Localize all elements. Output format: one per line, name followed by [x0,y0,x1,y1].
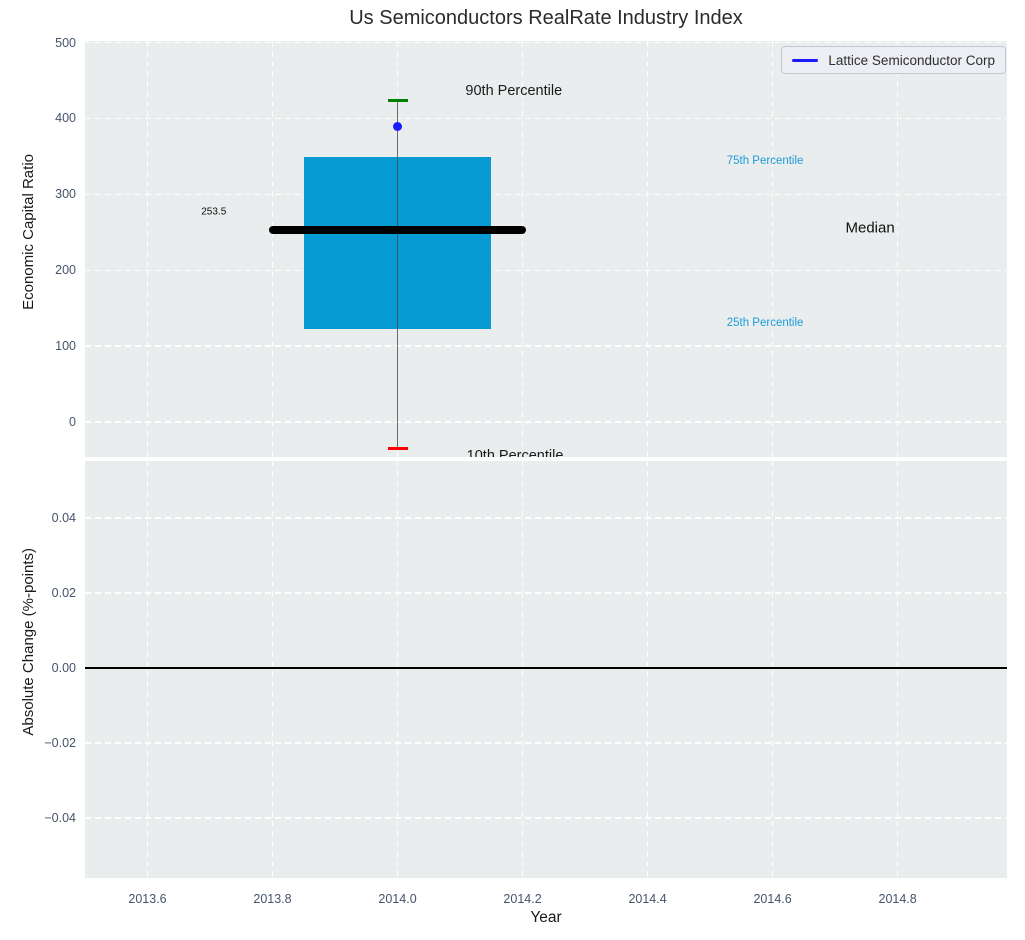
y-tick-label: 0 [69,415,76,430]
gridline-horizontal [85,345,1007,347]
gridline-vertical [646,461,649,878]
zero-line [85,667,1007,669]
gridline-horizontal [85,421,1007,423]
gridline-horizontal [85,517,1007,519]
x-tick-label: 2014.2 [503,892,542,906]
y-tick-label: 400 [55,111,76,126]
gridline-vertical [771,461,774,878]
gridline-vertical [146,41,149,457]
axes-economic-capital-ratio: Lattice Semiconductor Corp 90th Percenti… [85,41,1007,457]
y-tick-label: 0.04 [51,511,76,525]
y-tick-label: 0.00 [51,661,76,675]
gridline-vertical [271,461,274,878]
gridline-horizontal [85,742,1007,744]
gridline-vertical [896,41,899,457]
company-marker [393,121,403,131]
x-tick-label: 2014.4 [628,892,667,906]
gridline-horizontal [85,193,1007,196]
gridline-horizontal [85,592,1007,594]
legend-label: Lattice Semiconductor Corp [828,52,995,68]
median-line [269,225,526,234]
axes-absolute-change [85,461,1007,878]
legend: Lattice Semiconductor Corp [781,46,1006,74]
annotation-10th-percentile: 10th Percentile [466,448,564,457]
annotation-25th-percentile: 25th Percentile [726,317,804,330]
x-tick-label: 2013.6 [128,892,167,906]
x-tick-label: 2014.8 [878,892,917,906]
gridline-vertical [271,41,274,457]
x-axis-label: Year [530,909,562,926]
gridline-vertical [396,461,399,878]
y-tick-label: 500 [55,35,76,50]
gridline-vertical [896,461,899,878]
p10-cap [387,447,408,451]
y-tick-label: 300 [55,187,76,202]
gridline-vertical [521,461,524,878]
gridline-horizontal [85,817,1007,819]
whisker-line [396,100,399,449]
gridline-horizontal [85,41,1007,44]
gridline-vertical [521,41,524,457]
x-tick-label: 2013.8 [253,892,292,906]
legend-line-sample [792,58,819,62]
gridline-horizontal [85,269,1007,271]
chart-title: Us Semiconductors RealRate Industry Inde… [349,7,743,29]
gridline-vertical [646,41,649,457]
y-tick-label: −0.04 [44,811,76,825]
y-axis-label-bottom: Absolute Change (%-points) [20,548,37,736]
y-axis-label-top: Economic Capital Ratio [20,154,37,310]
x-tick-label: 2014.0 [378,892,417,906]
annotation-253-5: 253.5 [201,206,227,218]
y-tick-label: 0.02 [51,586,76,600]
p90-cap [387,98,408,102]
gridline-horizontal [85,117,1007,120]
y-tick-label: 200 [55,263,76,278]
gridline-vertical [771,41,774,457]
annotation-75th-percentile: 75th Percentile [726,154,804,167]
y-tick-label: −0.02 [44,736,76,750]
gridline-vertical [146,461,149,878]
annotation-median: Median [845,219,895,237]
x-tick-label: 2014.6 [753,892,792,906]
annotation-90th-percentile: 90th Percentile [465,83,563,100]
y-tick-label: 100 [55,339,76,354]
